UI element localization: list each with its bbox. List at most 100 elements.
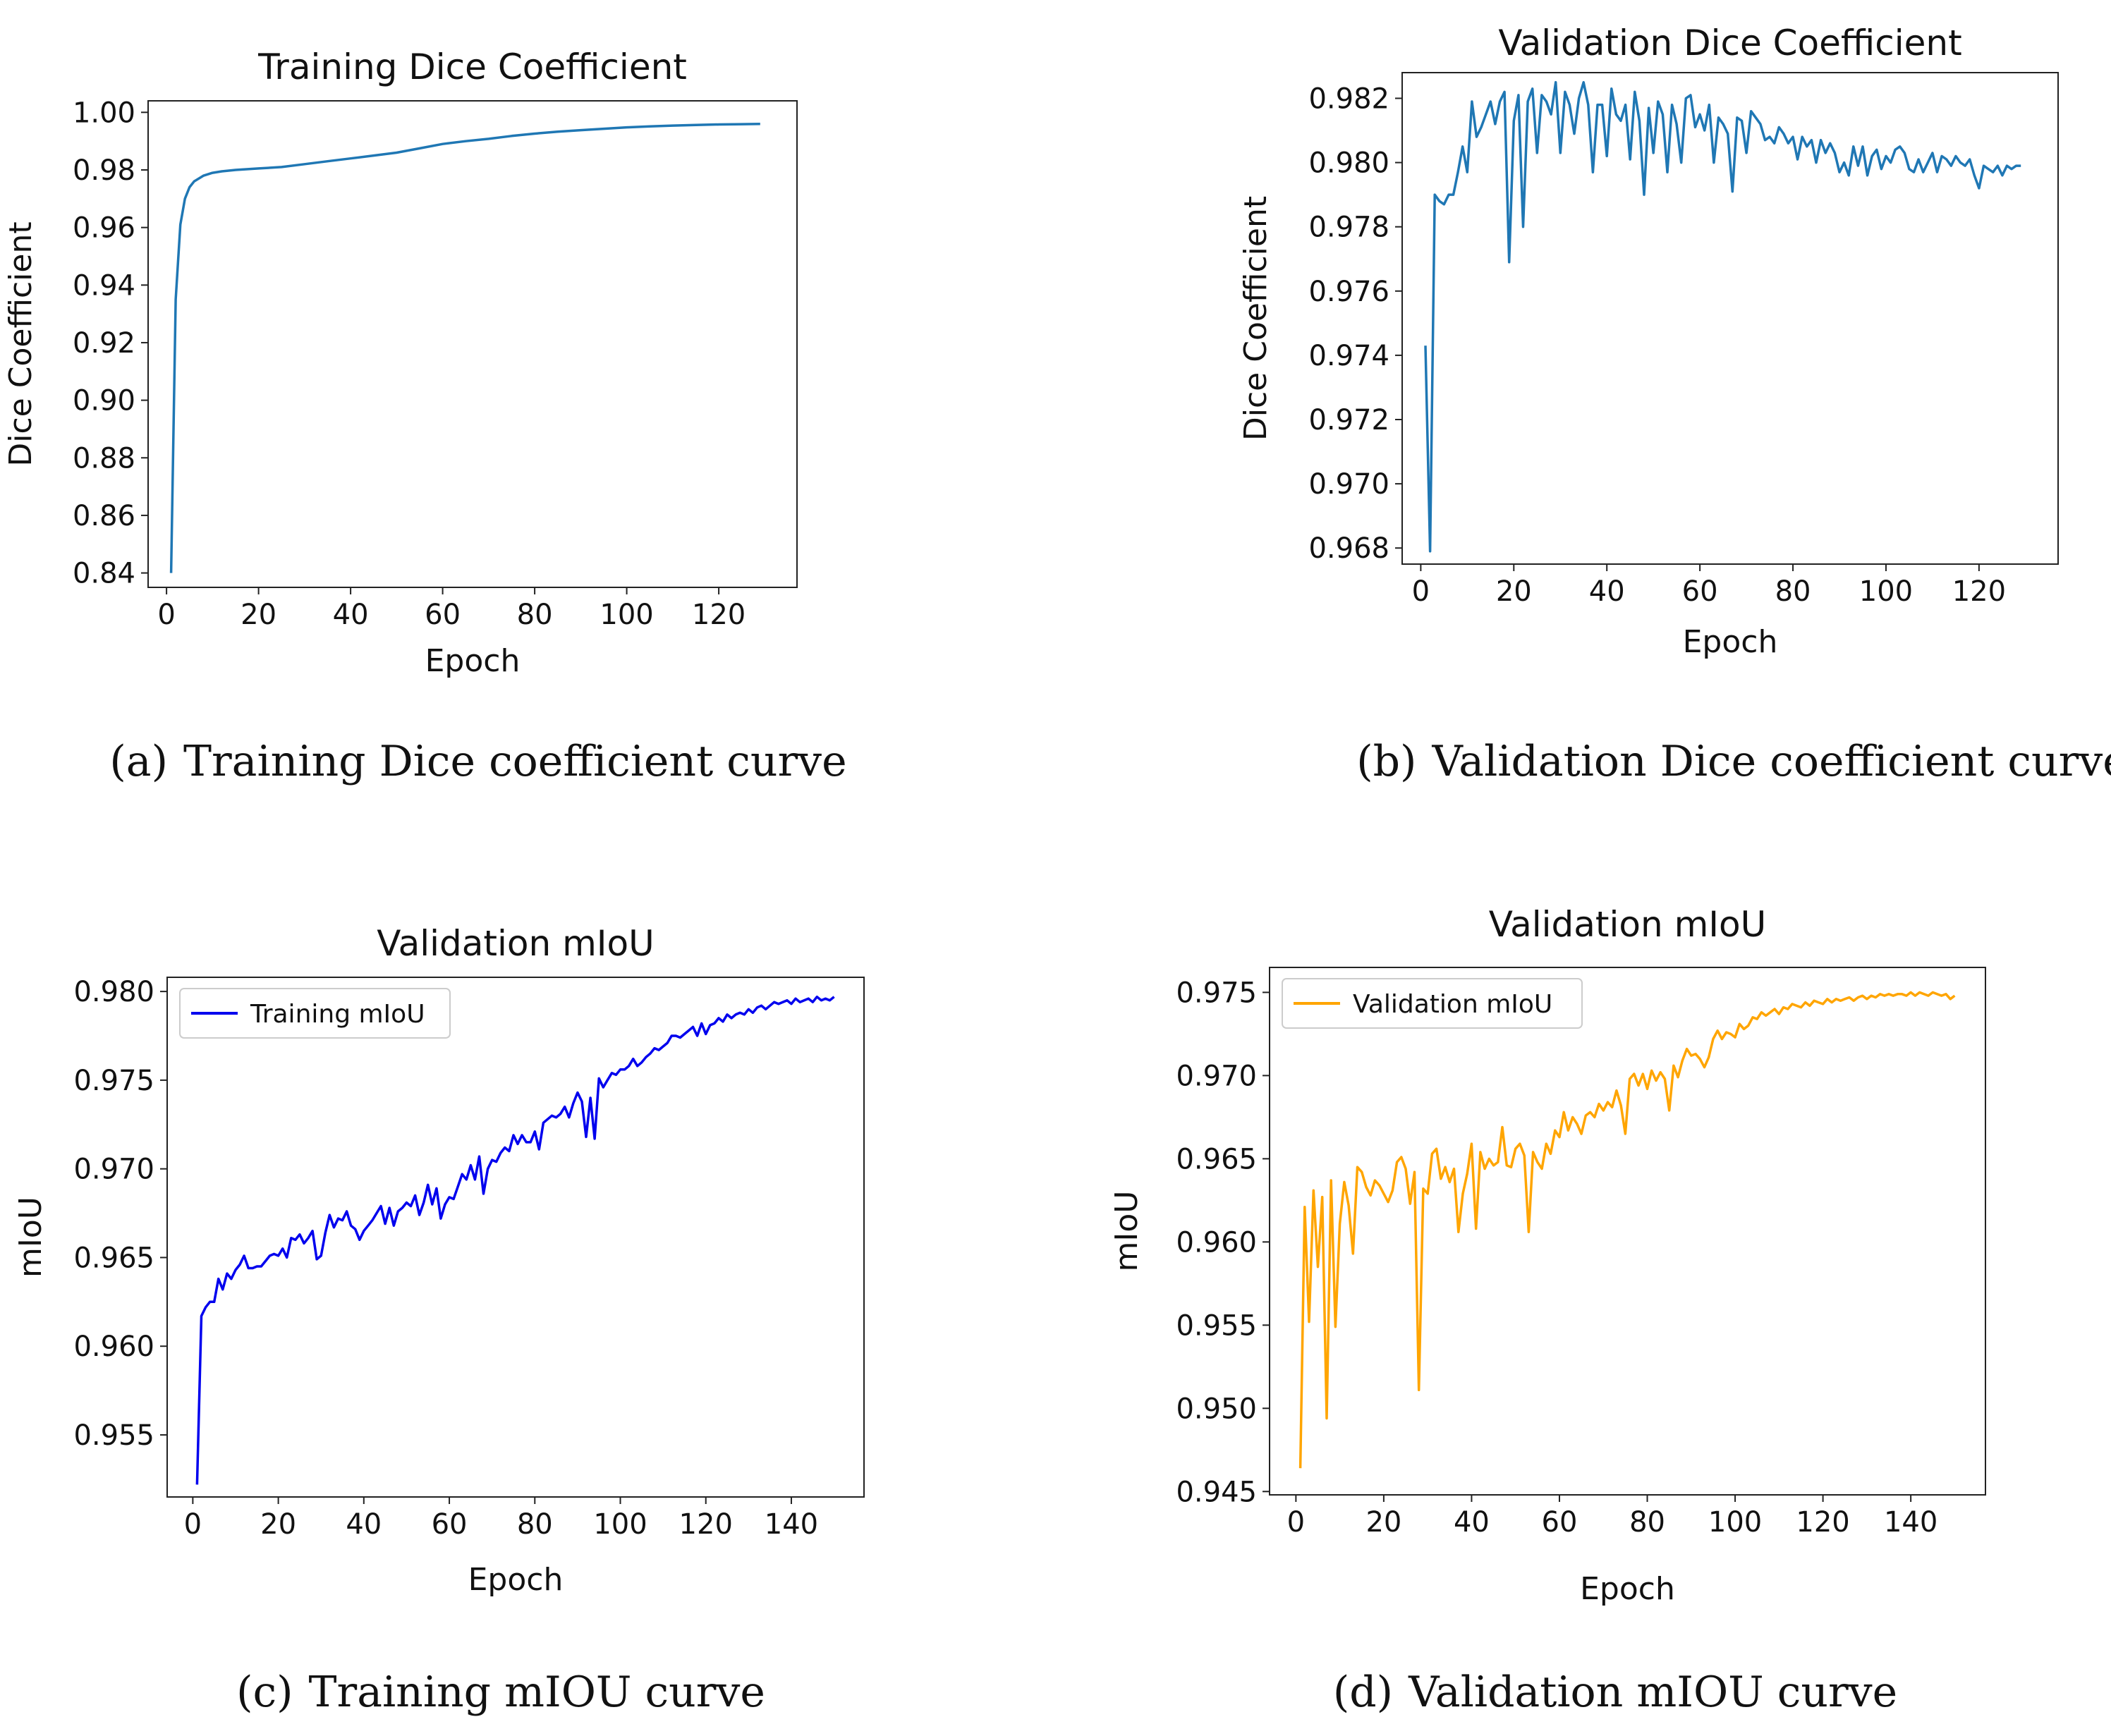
legend: Training mIoU [179, 988, 451, 1039]
chart-panel-b: Validation Dice Coefficient 0 20 40 60 80 100 1… [1238, 23, 2111, 786]
caption-text: Validation mIOU curve [1408, 1668, 1897, 1717]
plot-frame [1269, 967, 1986, 1496]
legend-box [1282, 978, 1583, 1029]
y-tick-label: 0.965 [73, 1242, 154, 1274]
y-tick-label: 0.976 [1308, 276, 1389, 308]
chart-title: Training Dice Coefficient [257, 47, 687, 87]
series-line-validation-dice-coefficient [1424, 80, 2021, 553]
caption-letter: (d) [1333, 1668, 1393, 1717]
y-axis-label: Dice Coefficient [1238, 196, 1274, 441]
x-axis-label: Epoch [468, 1562, 564, 1598]
y-tick-label: 0.950 [1176, 1393, 1257, 1425]
y-axis-label: mIoU [1109, 1191, 1145, 1272]
x-tick-label: 100 [1708, 1506, 1762, 1539]
y-tick-label: 0.98 [73, 154, 135, 187]
y-tick-label: 0.972 [1308, 404, 1389, 436]
legend-label: Training mIoU [250, 1000, 425, 1029]
caption-text: Training Dice coefficient curve [183, 737, 847, 786]
x-tick-label: 60 [425, 599, 461, 631]
y-tick-label: 0.92 [73, 327, 135, 360]
chart-title: Validation mIoU [1489, 904, 1766, 945]
y-tick-label: 0.974 [1308, 340, 1389, 372]
y-axis-label: Dice Coefficient [3, 221, 39, 466]
x-tick-label: 100 [1859, 575, 1913, 608]
x-tick-label: 40 [333, 599, 369, 631]
x-tick-label: 80 [517, 1508, 553, 1541]
x-axis-label: Epoch [425, 643, 521, 679]
chart-panel-d: Validation mIoU 0 20 40 60 80 100 120 140 0.945 0.… [1109, 904, 1986, 1717]
chart-panel-a: Training Dice Coefficient 0 20 40 60 80 100 120… [3, 47, 847, 786]
x-tick-label: 60 [1542, 1506, 1578, 1539]
x-tick-label: 60 [1682, 575, 1718, 608]
y-axis-label: mIoU [13, 1197, 49, 1278]
x-tick-label: 0 [157, 599, 175, 631]
y-tick-label: 0.980 [1308, 147, 1389, 180]
x-axis-label: Epoch [1683, 624, 1778, 660]
y-tick-label: 0.90 [73, 385, 135, 417]
x-tick-label: 120 [692, 599, 746, 631]
x-tick-label: 0 [1412, 575, 1430, 608]
x-tick-label: 120 [1952, 575, 2006, 608]
x-tick-label: 20 [260, 1508, 296, 1541]
y-tick-label: 0.945 [1176, 1476, 1257, 1508]
x-tick-label: 100 [593, 1508, 647, 1541]
plot-frame [1401, 72, 2059, 565]
x-tick-label: 80 [517, 599, 553, 631]
x-tick-label: 40 [346, 1508, 382, 1541]
y-tick-label: 0.968 [1308, 532, 1389, 565]
y-tick-label: 0.86 [73, 500, 135, 532]
x-tick-label: 80 [1775, 575, 1811, 608]
chart-title: Validation Dice Coefficient [1498, 23, 1961, 63]
x-tick-label: 80 [1629, 1506, 1665, 1539]
y-tick-label: 0.975 [73, 1065, 154, 1097]
series-line-validation-miou [1298, 991, 1956, 1469]
legend-label: Validation mIoU [1353, 990, 1552, 1019]
y-tick-label: 1.00 [73, 97, 135, 129]
y-tick-label: 0.978 [1308, 212, 1389, 244]
y-tick-label: 0.955 [73, 1419, 154, 1452]
legend-box [179, 988, 451, 1039]
caption-letter: (a) [109, 737, 168, 786]
y-tick-label: 0.88 [73, 442, 135, 475]
x-tick-label: 20 [1496, 575, 1532, 608]
plot-frame [147, 100, 798, 588]
y-tick-label: 0.84 [73, 558, 135, 590]
y-tick-label: 0.94 [73, 269, 135, 302]
y-tick-label: 0.960 [73, 1331, 154, 1363]
series-line-training-dice-coefficient [169, 122, 760, 573]
y-tick-label: 0.965 [1176, 1143, 1257, 1175]
y-tick-label: 0.980 [73, 976, 154, 1008]
figure-caption: (b) Validation Dice coefficient curve [1356, 737, 2111, 786]
x-tick-label: 20 [241, 599, 276, 631]
figure-caption: (a) Training Dice coefficient curve [109, 737, 846, 786]
y-tick-label: 0.970 [73, 1154, 154, 1186]
x-tick-label: 20 [1365, 1506, 1401, 1539]
y-tick-label: 0.970 [1176, 1060, 1257, 1092]
x-tick-label: 140 [765, 1508, 818, 1541]
caption-text: Training mIOU curve [309, 1668, 765, 1717]
x-tick-label: 100 [600, 599, 653, 631]
x-tick-label: 0 [1287, 1506, 1305, 1539]
x-tick-label: 120 [679, 1508, 733, 1541]
plot-frame [166, 977, 865, 1498]
chart-title: Validation mIoU [377, 923, 654, 964]
chart-panel-c: Validation mIoU 0 20 40 60 80 100 120 140 0.955 0.… [13, 923, 865, 1717]
series-line-training-miou [195, 995, 835, 1485]
y-tick-label: 0.955 [1176, 1309, 1257, 1342]
y-tick-label: 0.96 [73, 212, 135, 245]
caption-text: Validation Dice coefficient curve [1431, 737, 2111, 786]
x-tick-label: 0 [184, 1508, 202, 1541]
figure-caption: (d) Validation mIOU curve [1333, 1668, 1897, 1717]
y-tick-label: 0.960 [1176, 1226, 1257, 1259]
x-tick-label: 60 [432, 1508, 468, 1541]
x-tick-label: 40 [1589, 575, 1625, 608]
x-tick-label: 40 [1454, 1506, 1490, 1539]
caption-letter: (b) [1356, 737, 1416, 786]
legend: Validation mIoU [1282, 978, 1583, 1029]
x-tick-label: 120 [1796, 1506, 1849, 1539]
y-tick-label: 0.970 [1308, 468, 1389, 501]
figure-caption: (c) Training mIOU curve [236, 1668, 765, 1717]
y-tick-label: 0.982 [1308, 82, 1389, 115]
